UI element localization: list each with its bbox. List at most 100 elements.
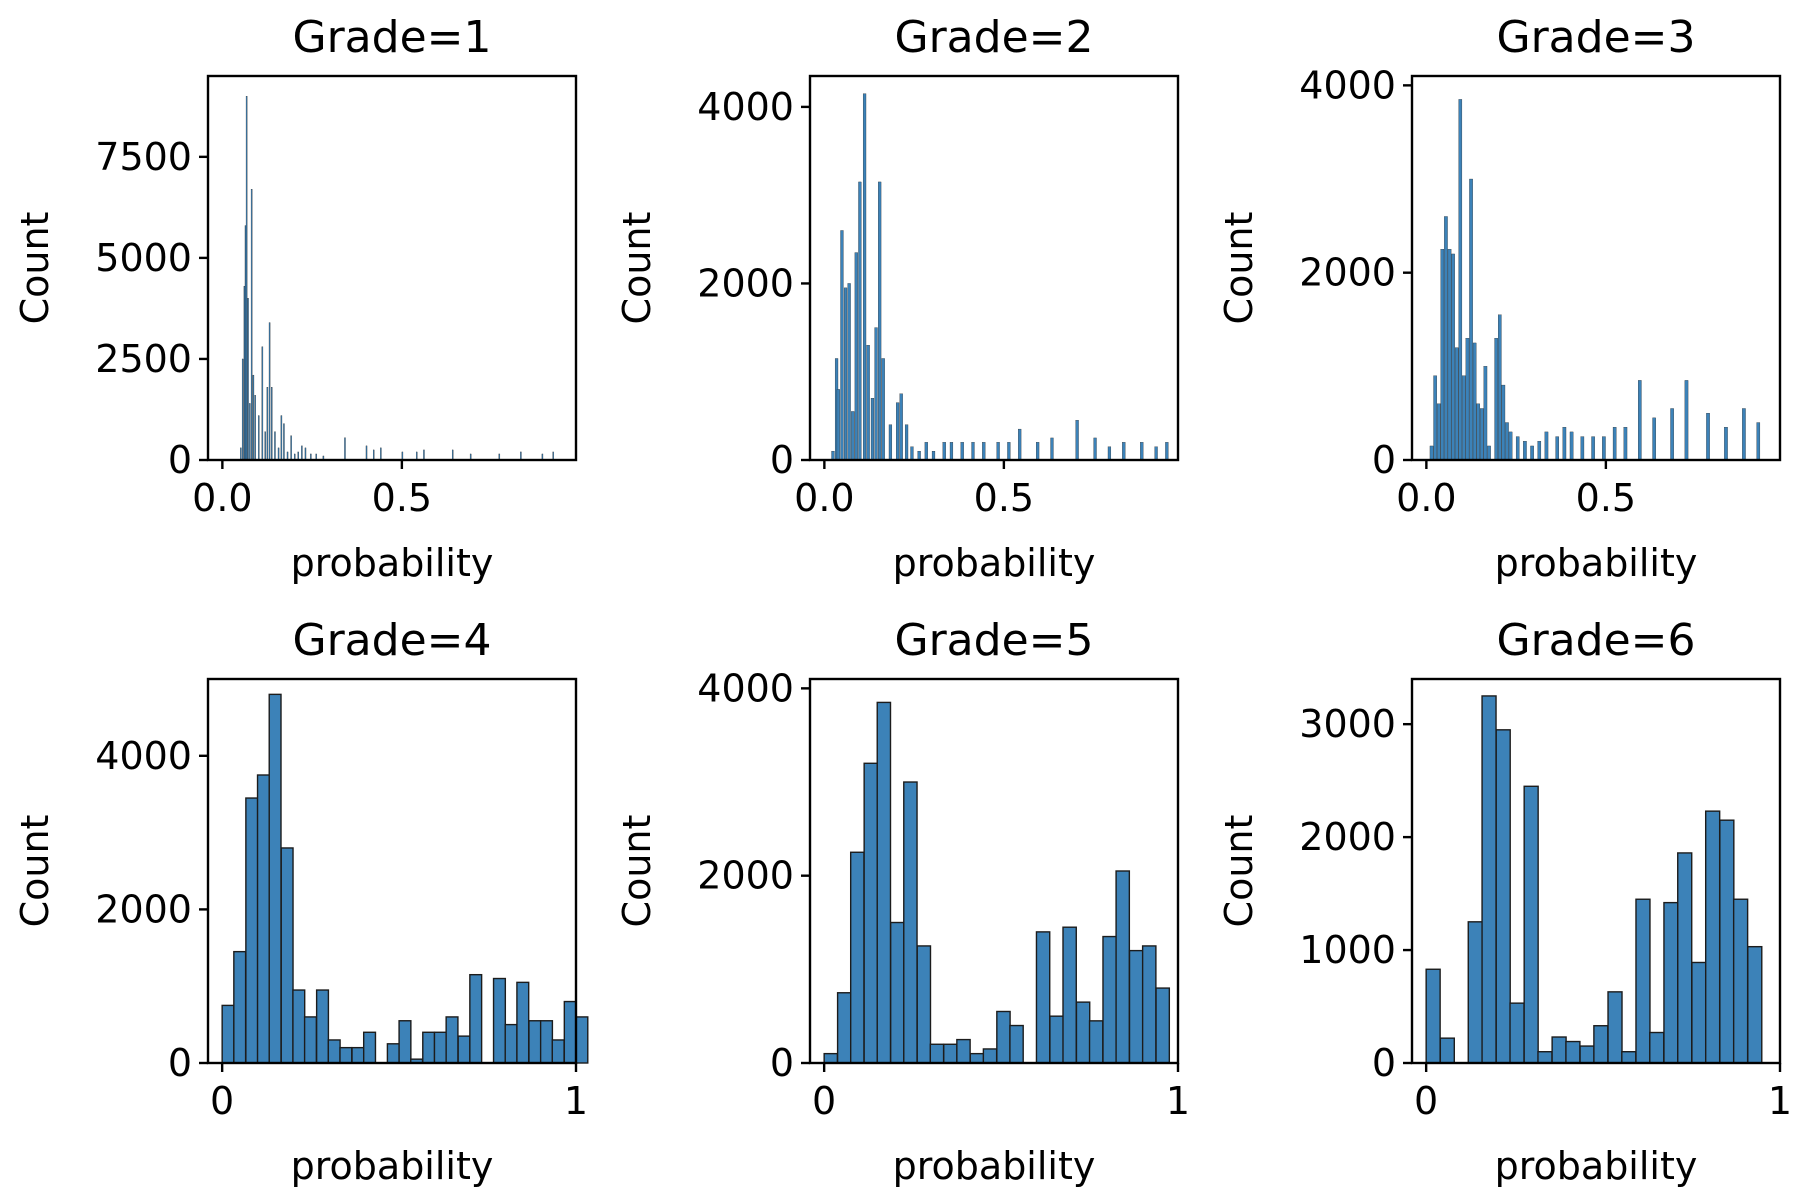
bar (1652, 417, 1656, 461)
bar (504, 1023, 518, 1064)
chart-panel-1: 0 2500 5000 7500 0.0 0.5 Grade=1 probability Cou… (13, 12, 578, 585)
bar (457, 1035, 471, 1064)
bar (917, 451, 921, 461)
bar (960, 442, 964, 461)
chart-panel-4: 0 2000 4000 0 1 Grade=4 probability Count (13, 615, 589, 1188)
bar (516, 981, 530, 1064)
bar (303, 1016, 318, 1064)
axes-frame (206, 677, 578, 1065)
bar (271, 387, 273, 461)
y-axis-label: Count (1217, 815, 1261, 928)
bar (1472, 342, 1477, 461)
bar (836, 389, 840, 461)
bar (1537, 1051, 1553, 1064)
bar (881, 358, 885, 461)
bar (1154, 446, 1158, 461)
y-tick-label: 4000 (1299, 63, 1396, 107)
bar (221, 1004, 235, 1064)
bars (823, 701, 1171, 1064)
x-tick-label: 1 (564, 1079, 588, 1123)
bar (1429, 445, 1434, 461)
bar (1747, 945, 1763, 1064)
bar (996, 1010, 1011, 1064)
bar (264, 431, 266, 461)
bar (362, 1031, 377, 1064)
bar (1607, 991, 1623, 1064)
y-tick-label: 0 (168, 1041, 192, 1085)
bar (1649, 1031, 1665, 1064)
y-tick-label: 4000 (697, 85, 794, 129)
bar (1719, 819, 1735, 1064)
bar (849, 851, 865, 1064)
bar (304, 447, 307, 461)
y-tick-label: 7500 (95, 135, 192, 179)
bar (247, 298, 249, 461)
bar (1102, 935, 1117, 1064)
bar (1436, 403, 1441, 461)
bar (344, 437, 346, 461)
x-axis-label: probability (291, 1144, 494, 1188)
bar (1677, 852, 1693, 1064)
bar (866, 345, 870, 461)
bar (1593, 1025, 1609, 1064)
bar (250, 189, 253, 461)
bar (1075, 1001, 1091, 1064)
chart-panel-6: 0 1000 2000 3000 0 1 Grade=6 probability Count (1217, 615, 1792, 1188)
bar (903, 781, 918, 1064)
bar (1691, 961, 1707, 1064)
bar (1476, 403, 1480, 461)
bar (258, 415, 260, 461)
y-tick-label: 2000 (95, 887, 192, 931)
bar (245, 797, 259, 1064)
bar (982, 1048, 998, 1064)
bar (339, 1046, 353, 1064)
bar (563, 1000, 577, 1064)
bar (1128, 949, 1144, 1064)
bar (290, 435, 292, 461)
bar (878, 181, 882, 461)
bar (1439, 1037, 1455, 1064)
bar (445, 1016, 459, 1064)
bar (904, 424, 909, 461)
y-axis-label: Count (615, 815, 659, 928)
bar (1018, 428, 1022, 461)
bar (1562, 427, 1567, 461)
bar (292, 989, 306, 1064)
bar (831, 451, 835, 461)
chart-title: Grade=5 (894, 615, 1093, 666)
bar (351, 1046, 365, 1064)
bar (847, 283, 851, 461)
bars (1429, 99, 1761, 461)
bar (280, 847, 294, 1064)
bar (539, 1020, 554, 1064)
bar (929, 1043, 945, 1064)
bar (1140, 442, 1144, 461)
y-axis-label: Count (615, 212, 659, 325)
bar (1425, 968, 1441, 1064)
bar (1062, 926, 1077, 1064)
y-tick-label: 0 (770, 1041, 794, 1085)
bars (221, 693, 589, 1064)
bar (1509, 1002, 1525, 1064)
y-tick-label: 2500 (95, 337, 192, 381)
bar (1580, 436, 1585, 461)
bar (1467, 921, 1483, 1064)
bar (1706, 413, 1710, 461)
bar (451, 449, 454, 461)
bar (1523, 441, 1527, 461)
bar (401, 451, 404, 461)
chart-panel-3: 0 2000 4000 0.0 0.5 Grade=3 probability Count (1217, 12, 1782, 585)
bar (1638, 380, 1642, 461)
y-tick-label: 0 (1372, 1041, 1396, 1085)
y-tick-label: 0 (770, 438, 794, 482)
x-tick-label: 1 (1166, 1079, 1190, 1123)
y-tick-label: 2000 (697, 854, 794, 898)
bar (1469, 178, 1473, 461)
bar (1523, 785, 1539, 1064)
chart-panel-5: 0 2000 4000 0 1 Grade=5 probability Count (615, 615, 1190, 1188)
bar (254, 395, 256, 461)
axes-frame (808, 677, 1180, 1065)
bar (1155, 987, 1171, 1064)
bar (858, 181, 862, 461)
